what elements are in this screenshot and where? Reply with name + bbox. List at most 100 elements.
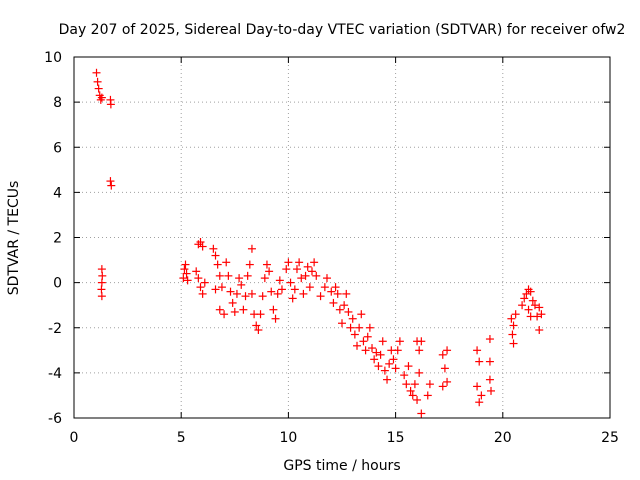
data-point [284,258,293,267]
data-point [307,267,316,276]
y-tick-label: 6 [53,140,62,156]
data-point [290,285,299,294]
data-point [520,294,529,303]
data-point [97,292,106,301]
y-tick-label: 4 [53,185,62,201]
data-point [288,294,297,303]
data-point [198,242,207,251]
data-point [97,265,106,274]
data-point [383,375,392,384]
axis-ticks [73,56,611,419]
chart-title: Day 207 of 2025, Sidereal Day-to-day VTE… [59,22,626,38]
data-point [277,285,286,294]
data-point [316,292,325,301]
data-point [211,251,220,260]
data-point [376,350,385,359]
x-axis-tick-labels: 0 5 10 15 20 25 [70,430,619,446]
data-point [297,274,306,283]
data-point [262,260,271,269]
data-point [413,395,422,404]
y-axis-label: SDTVAR / TECUs [6,181,22,296]
data-point [180,265,189,274]
data-point [252,321,261,330]
x-tick-label: 25 [601,430,619,446]
data-point [415,368,424,377]
data-point [535,326,544,335]
y-tick-label: 0 [53,276,62,292]
data-point [275,276,284,285]
data-point [485,375,494,384]
data-point [389,355,398,364]
data-point [303,262,312,271]
data-point [93,77,102,86]
data-point [198,289,207,298]
data-point [485,335,494,344]
data-point [473,346,482,355]
data-point [92,68,101,77]
data-point [183,276,192,285]
data-point [282,265,291,274]
data-point [258,292,267,301]
data-point [265,267,274,276]
data-point [228,298,237,307]
data-point [475,357,484,366]
y-tick-label: -2 [48,321,62,337]
data-point [400,371,409,380]
x-tick-label: 10 [279,430,297,446]
data-point [511,310,520,319]
data-point [312,271,321,280]
data-point [385,359,394,368]
data-points [92,68,546,418]
data-point [196,283,205,292]
data-point [443,346,452,355]
data-point [417,337,426,346]
data-point [322,274,331,283]
data-point [271,314,280,323]
data-point [487,386,496,395]
data-point [415,346,424,355]
data-point [254,326,263,335]
data-point [365,323,374,332]
x-axis-label: GPS time / hours [283,458,400,474]
data-point [232,289,241,298]
data-point [179,274,188,283]
data-point [107,181,116,190]
data-point [393,346,402,355]
data-point [98,271,107,280]
data-point [507,314,516,323]
y-tick-label: -6 [48,411,62,427]
data-point [528,296,537,305]
data-point [535,303,544,312]
data-point [342,289,351,298]
data-point [243,271,252,280]
data-point [438,350,447,359]
data-point [509,321,518,330]
data-point [106,177,115,186]
data-point [217,283,226,292]
data-point [359,337,368,346]
data-point [256,310,265,319]
data-point [97,278,106,287]
data-point [508,330,517,339]
data-point [335,305,344,314]
data-point [192,267,201,276]
data-point [395,337,404,346]
data-point [518,301,527,310]
data-point [230,307,239,316]
data-point [404,362,413,371]
data-point [327,287,336,296]
data-point [410,380,419,389]
data-point [239,305,248,314]
data-point [378,337,387,346]
y-axis-tick-labels: -6 -4 -2 0 2 4 6 8 10 [44,50,62,427]
data-point [299,289,308,298]
data-point [338,319,346,328]
data-point [235,274,244,283]
data-point [94,84,103,93]
data-point [215,305,224,314]
data-point [526,312,535,321]
data-point [417,409,426,418]
data-point [329,298,338,307]
